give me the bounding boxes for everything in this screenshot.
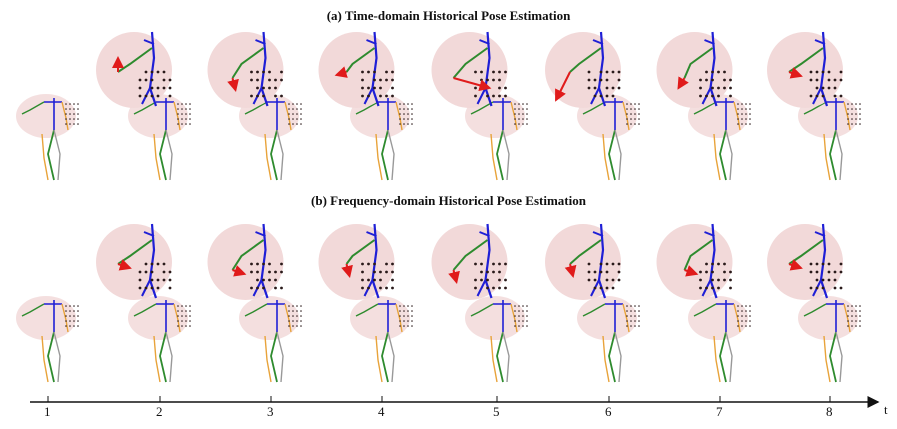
timeline-tick: 1	[44, 396, 51, 419]
keypoint-cloud	[699, 262, 732, 290]
keypoint-cloud	[361, 262, 394, 290]
timeline-tick-label: 6	[605, 404, 612, 419]
zoom-arm	[569, 239, 602, 265]
motion-arrow	[555, 71, 571, 102]
zoom-circle-group	[96, 31, 172, 108]
motion-arrow	[334, 66, 348, 78]
motion-arrow	[788, 259, 803, 271]
zoom-circle	[431, 32, 508, 108]
zoom-circle	[767, 32, 843, 108]
zoom-circle	[318, 32, 395, 108]
skeleton-pose	[128, 296, 191, 383]
skeleton-pose	[350, 296, 413, 383]
timeline-tick: 4	[378, 396, 385, 419]
zoom-circle	[767, 224, 843, 300]
timeline-axis: t 1 2 3 4 5 6 7 8	[30, 396, 888, 419]
zoom-circle-group	[431, 31, 508, 108]
keypoint-cloud	[250, 262, 283, 290]
motion-arrow	[564, 263, 577, 278]
zoom-arm	[231, 47, 265, 79]
zoom-circle-group	[207, 31, 284, 108]
row-frequency-domain	[16, 223, 861, 383]
keypoint-cloud	[361, 70, 394, 98]
timeline-tick: 7	[716, 396, 723, 419]
zoom-arm	[683, 47, 714, 79]
zoom-circle-group	[207, 223, 284, 300]
timeline-tick-label: 8	[826, 404, 833, 419]
motion-arrow	[788, 67, 803, 79]
zoom-circle-group	[318, 223, 395, 300]
zoom-circle	[545, 224, 621, 300]
zoom-circle	[656, 224, 733, 300]
motion-arrow	[117, 259, 132, 271]
skeleton-pose	[239, 296, 302, 383]
skeleton-pose	[16, 94, 79, 181]
zoom-circle	[656, 32, 733, 108]
zoom-circle	[207, 32, 284, 108]
keypoint-cloud	[809, 262, 843, 290]
zoom-circle	[207, 224, 284, 300]
zoom-circle	[545, 32, 621, 108]
keypoint-cloud	[587, 70, 621, 98]
row-a-title: (a) Time-domain Historical Pose Estimati…	[326, 8, 571, 23]
keypoint-cloud	[138, 262, 172, 290]
skeleton-pose	[577, 296, 640, 383]
motion-arrow	[341, 263, 353, 278]
timeline-axis-label: t	[884, 402, 888, 417]
motion-arrow	[453, 77, 492, 92]
motion-arrow	[684, 265, 699, 277]
motion-arrow	[677, 76, 689, 90]
zoom-circle	[96, 224, 172, 300]
row-time-domain	[16, 31, 861, 181]
motion-arrow	[227, 77, 239, 92]
keypoint-cloud	[699, 70, 732, 98]
row-b-title: (b) Frequency-domain Historical Pose Est…	[311, 193, 586, 208]
timeline-tick-label: 1	[44, 404, 51, 419]
zoom-circle-group	[767, 223, 843, 300]
zoom-circle-group	[767, 31, 843, 108]
skeleton-pose	[798, 296, 861, 383]
zoom-arm	[345, 239, 376, 265]
motion-arrow	[448, 269, 460, 284]
zoom-arm	[569, 47, 602, 73]
zoom-circle	[96, 32, 172, 108]
zoom-circle-group	[545, 31, 621, 108]
zoom-circle-group	[656, 31, 733, 108]
keypoint-cloud	[809, 70, 843, 98]
skeleton-pose	[16, 296, 79, 383]
keypoint-cloud	[587, 262, 621, 290]
zoom-arm	[452, 239, 489, 271]
timeline-tick-label: 7	[716, 404, 723, 419]
timeline-tick-label: 5	[493, 404, 500, 419]
zoom-arm	[117, 47, 153, 73]
zoom-arm	[452, 47, 489, 79]
timeline-tick: 5	[493, 396, 500, 419]
timeline-tick-label: 4	[378, 404, 385, 419]
zoom-circle-group	[656, 223, 733, 300]
zoom-circle-group	[431, 223, 508, 300]
timeline-tick: 2	[156, 396, 163, 419]
timeline-tick-label: 3	[267, 404, 274, 419]
zoom-circle	[318, 224, 395, 300]
zoom-spine	[484, 31, 493, 107]
zoom-circle-group	[545, 223, 621, 300]
skeleton-pose	[465, 296, 528, 383]
keypoint-cloud	[474, 262, 507, 290]
motion-arrow	[232, 265, 247, 277]
timeline-tick-label: 2	[156, 404, 163, 419]
skeleton-pose	[688, 296, 751, 383]
zoom-circle-group	[96, 223, 172, 300]
timeline-tick: 6	[605, 396, 612, 419]
timeline-tick: 8	[826, 396, 833, 419]
keypoint-cloud	[250, 70, 283, 98]
zoom-spine	[484, 223, 493, 299]
timeline-tick: 3	[267, 396, 274, 419]
zoom-arm	[345, 47, 376, 73]
keypoint-cloud	[138, 70, 172, 98]
zoom-circle-group	[318, 31, 395, 108]
zoom-circle	[431, 224, 508, 300]
